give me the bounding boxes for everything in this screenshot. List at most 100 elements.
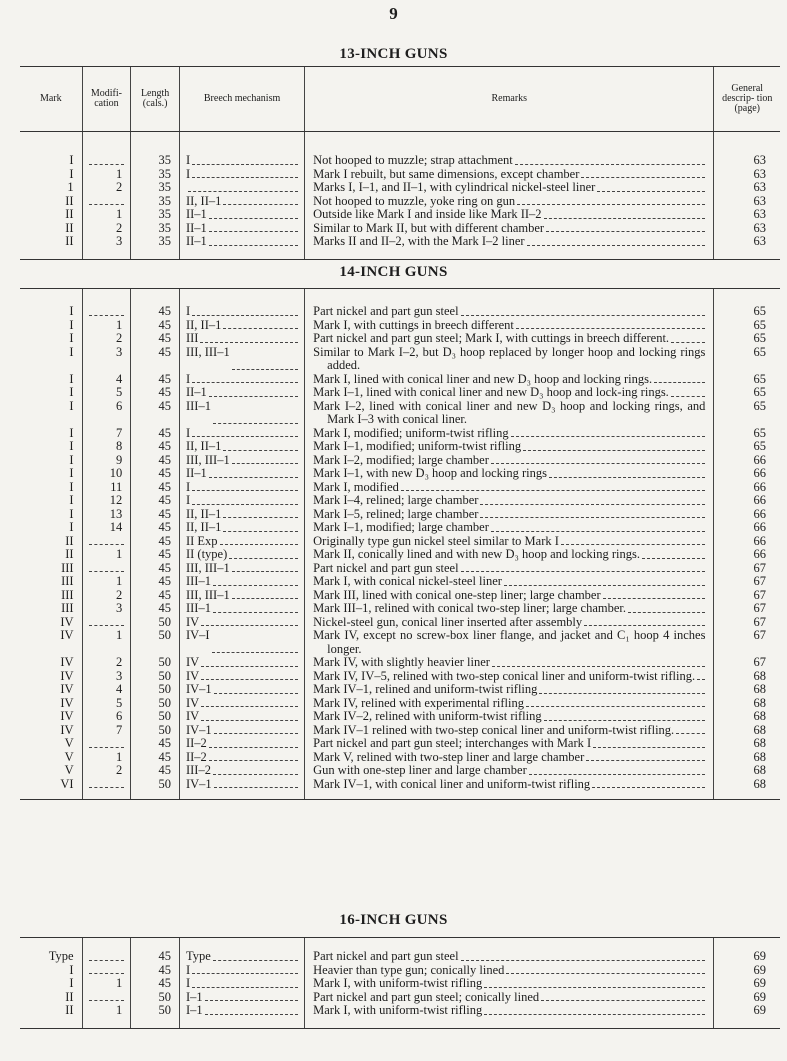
remarks-text: Not hooped to muzzle; strap attachment	[313, 153, 513, 167]
breech-cell-text: II–1	[185, 466, 207, 480]
dot-leader	[484, 1004, 706, 1015]
modification-cell: 2	[116, 220, 123, 235]
breech-cell-text: I	[185, 425, 191, 440]
length-cell: 50	[158, 695, 171, 710]
length-cell: 50	[158, 655, 171, 669]
dot-leader	[88, 195, 125, 205]
remarks-cell: Mark I–1, lined with conical liner and n…	[305, 385, 713, 400]
dot-leader	[460, 562, 706, 572]
remarks-text: Mark I–5, relined; large chamber	[313, 506, 479, 521]
page-cell: 69	[753, 1003, 767, 1017]
dot-leader	[676, 724, 706, 734]
page-cell: 66	[753, 533, 767, 548]
modification-cell: 2	[116, 331, 123, 345]
remarks-text: Mark IV–1, with conical liner and unifor…	[313, 776, 591, 791]
breech-cell-text: IV	[185, 695, 200, 710]
dot-leader	[208, 235, 299, 246]
dot-leader	[231, 562, 299, 572]
breech-cell: II–1	[180, 207, 304, 222]
dot-leader	[201, 670, 299, 680]
remarks-text: Mark II, conically lined and with new D₃…	[313, 547, 640, 561]
remarks-text: Mark III–1, relined with conical two-ste…	[313, 601, 626, 615]
remarks-text: Mark I, with conical nickel-steel liner	[313, 574, 502, 588]
remarks-cell: Mark IV–2, relined with uniform-twist ri…	[305, 709, 713, 724]
dot-leader	[208, 386, 299, 397]
modification-cell: 9	[116, 452, 123, 467]
remarks-cell: Mark IV, except no screw-box liner flang…	[305, 628, 713, 656]
remarks-text: Mark I, with uniform-twist rifling	[313, 976, 483, 990]
modification-cell	[83, 154, 131, 168]
mark-cell: III	[61, 560, 74, 575]
dot-leader	[200, 332, 299, 343]
length-cell: 45	[158, 736, 171, 750]
page-cell: 66	[753, 452, 767, 467]
page-cell: 63	[753, 180, 767, 194]
modification-cell: 7	[116, 425, 123, 440]
dot-leader	[212, 764, 299, 775]
modification-cell	[83, 737, 131, 751]
column-rem: Part nickel and part gun steel Mark I, wi…	[305, 289, 715, 799]
dot-leader	[560, 535, 706, 545]
breech-cell: II–2	[180, 736, 304, 751]
modification-cell: 3	[116, 668, 123, 683]
mark-cell: I	[69, 398, 74, 413]
page-cell: 67	[753, 628, 767, 642]
breech-cell: II–2	[180, 750, 304, 765]
dot-leader	[697, 670, 706, 680]
mark-cell: I	[69, 385, 74, 399]
length-cell: 35	[158, 220, 171, 235]
breech-cell: II, II–1	[180, 194, 304, 209]
breech-cell-text: I	[185, 304, 191, 318]
dot-leader	[515, 319, 706, 329]
breech-cell-text: II, II–1	[185, 439, 222, 453]
remarks-cell: Mark I, with cuttings in breech differen…	[305, 318, 713, 333]
page-cell: 63	[753, 193, 767, 208]
mark-cell: V	[64, 763, 74, 777]
modification-cell: 3	[116, 234, 123, 248]
breech-cell-text: III	[185, 331, 199, 345]
column-br: I I II, II–1 II–1 II–1 II–1	[180, 132, 306, 259]
remarks-cell: Mark II, conically lined and with new D₃…	[305, 547, 713, 562]
dot-leader	[593, 737, 706, 748]
mark-cell: 1	[67, 180, 74, 194]
dot-leader	[88, 305, 125, 316]
modification-cell: 4	[116, 682, 123, 696]
column-pg: 63 63 63 63 63 63 63	[714, 132, 780, 259]
breech-cell-text: III–1	[185, 601, 211, 615]
remarks-cell: Mark I–2, lined with conical liner and n…	[305, 399, 713, 427]
modification-cell: 2	[116, 587, 123, 602]
breech-cell: II Exp	[180, 534, 304, 549]
page-cell: 63	[753, 166, 767, 181]
dot-leader	[491, 656, 706, 667]
page-cell: 68	[753, 722, 767, 737]
remarks-text: Outside like Mark I and inside like Mark…	[313, 207, 542, 221]
mark-cell: I	[69, 153, 74, 167]
modification-cell	[83, 964, 131, 978]
dot-leader	[642, 548, 706, 559]
gun-table: Type I I II II 1 1 45 45 45 50 50 Type I I I–1 I–1 Part n…	[20, 937, 780, 1029]
length-cell: 45	[158, 479, 171, 494]
breech-cell-text: II (type)	[185, 547, 228, 561]
modification-cell: 1	[116, 547, 123, 561]
page-cell: 67	[753, 560, 767, 575]
breech-cell-text: I–1	[185, 989, 203, 1004]
page-cell: 68	[753, 749, 767, 764]
page-cell: 67	[753, 601, 767, 615]
dot-leader	[670, 386, 706, 397]
dot-leader	[628, 602, 706, 613]
length-cell: 45	[158, 749, 171, 764]
dot-leader	[88, 562, 125, 572]
length-cell: 35	[158, 166, 171, 181]
mark-cell: IV	[60, 668, 74, 683]
mark-cell: III	[61, 574, 74, 588]
dot-leader	[223, 521, 299, 532]
breech-cell-text: II, II–1	[185, 506, 222, 521]
breech-cell-text: I	[185, 371, 191, 386]
page-cell: 65	[753, 398, 767, 413]
dot-leader	[539, 683, 706, 694]
mark-cell: I	[69, 439, 74, 453]
remarks-text: Marks I, I–1, and II–1, with cylindrical…	[313, 180, 596, 194]
modification-cell: 1	[116, 574, 123, 588]
gun-table: Mark Modifi- cation Length (cals.) Breech m…	[20, 66, 780, 260]
dot-leader	[514, 154, 706, 165]
